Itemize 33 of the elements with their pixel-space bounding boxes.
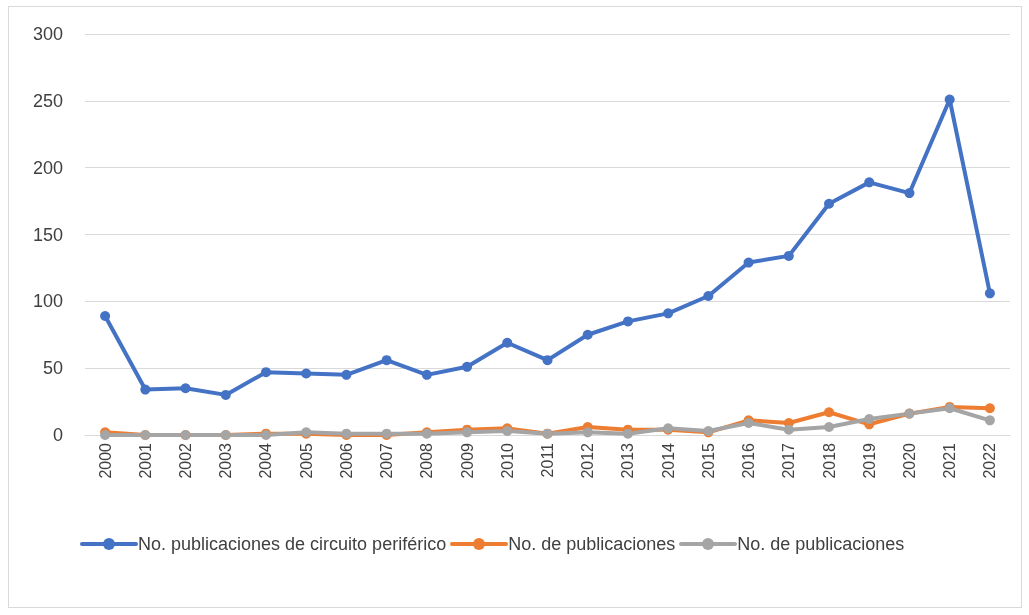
legend-label: No. de publicaciones <box>508 533 676 555</box>
x-tick-label: 2019 <box>860 442 878 479</box>
y-tick-label: 50 <box>42 358 63 379</box>
x-tick-label: 2022 <box>981 442 999 479</box>
x-tick-label: 2002 <box>177 442 195 479</box>
x-tick-label: 2013 <box>619 442 637 479</box>
x-tick-label: 2010 <box>498 442 516 479</box>
x-tick-label: 2007 <box>378 442 396 479</box>
x-tick-label: 2020 <box>900 442 918 479</box>
x-tick-label: 2012 <box>579 442 597 479</box>
x-tick-label: 2008 <box>418 442 436 479</box>
x-tick-label: 2014 <box>659 442 677 479</box>
y-tick-label: 100 <box>32 291 63 312</box>
y-tick-label: 300 <box>32 24 63 44</box>
legend-label: No. de publicaciones <box>737 533 905 555</box>
x-tick-label: 2011 <box>539 442 556 478</box>
x-tick-label: 2000 <box>96 442 114 479</box>
x-tick-label: 2017 <box>780 442 798 479</box>
x-tick-label: 2016 <box>740 442 758 479</box>
x-tick-label: 2001 <box>136 442 154 479</box>
y-tick-label: 150 <box>32 224 63 245</box>
y-tick-label: 0 <box>52 425 63 445</box>
y-tick-label: 200 <box>32 157 63 178</box>
legend-label: No. publicaciones de circuito periférico <box>138 533 447 555</box>
x-tick-label: 2018 <box>820 442 838 479</box>
x-tick-label: 2021 <box>941 442 959 479</box>
x-tick-label: 2003 <box>217 442 235 479</box>
x-tick-label: 2006 <box>337 442 355 479</box>
x-tick-label: 2015 <box>699 442 717 479</box>
x-tick-label: 2009 <box>458 442 476 479</box>
y-tick-label: 250 <box>32 90 63 111</box>
x-tick-label: 2005 <box>297 442 315 479</box>
x-tick-label: 2004 <box>257 442 275 479</box>
